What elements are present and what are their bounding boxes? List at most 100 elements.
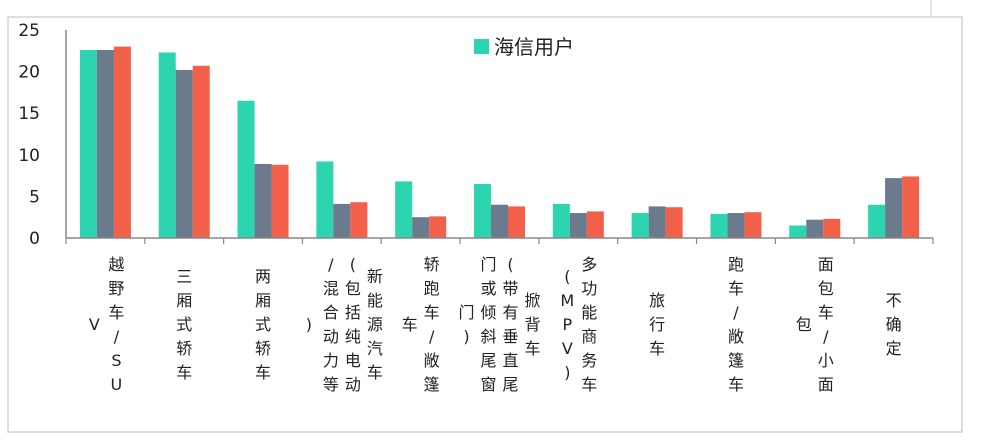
bar-series-3 (271, 164, 289, 238)
bar-series-3 (508, 206, 525, 238)
category-label: 跑车/敞篷车 (728, 255, 744, 394)
bar-series-3 (744, 212, 762, 238)
category-label-char: ) (463, 327, 469, 346)
category-label-char: 行 (649, 315, 665, 334)
category-label-char: 有 (502, 303, 518, 322)
category-label-char: 篷 (728, 351, 744, 370)
bar-series-3 (113, 46, 131, 238)
category-label-char: 纯 (345, 327, 361, 346)
category-label-char: 混 (323, 279, 339, 298)
bar-series-3 (350, 202, 368, 238)
category-label-char: / (733, 303, 739, 322)
category-label-char: 门 (480, 255, 496, 274)
category-label-char: 旅 (649, 291, 665, 310)
category-label-char: 包 (345, 279, 361, 298)
bar-series-1 (316, 161, 334, 238)
category-label-char: 两 (255, 267, 271, 286)
category-label-char: 越 (108, 255, 124, 274)
category-label-char: 包 (818, 279, 834, 298)
category-labels: 越野车/SUV三厢式轿车两厢式轿车新能源汽车(包括纯电动/混合动力等)轿跑车/敞… (89, 255, 902, 394)
category-label-char: ( (350, 255, 356, 274)
category-label-char: 轿 (424, 255, 440, 274)
bar-series-2 (254, 163, 272, 238)
category-label-char: / (429, 327, 435, 346)
category-label-char: ( (507, 255, 513, 274)
bar-series-2 (885, 178, 903, 238)
category-label-char: 厢 (176, 291, 192, 310)
category-label-char: 面 (818, 255, 834, 274)
category-label: 轿跑车 / 敞篷 车 (402, 255, 440, 394)
category-label-char: 式 (255, 315, 271, 334)
category-label-char: 务 (581, 351, 597, 370)
category-label-char: 篷 (424, 375, 440, 394)
category-label-char: M (560, 291, 574, 310)
bar-series-2 (491, 204, 508, 238)
category-label-char: 掀 (524, 291, 540, 310)
category-label-char: 确 (886, 315, 902, 334)
category-label-char: 动 (345, 375, 361, 394)
category-label-char: 源 (367, 315, 383, 334)
category-label-char: 车 (728, 375, 744, 394)
category-label-char: 商 (581, 327, 597, 346)
bar-series-1 (237, 100, 255, 238)
bar-series-1 (868, 204, 886, 238)
y-tick-label: 10 (18, 146, 40, 166)
category-label-char: 车 (524, 339, 540, 358)
category-label-char: 小 (818, 351, 834, 370)
category-label-char: 门 (458, 303, 474, 322)
category-label-char: 括 (345, 303, 361, 322)
legend: 海信用户 (474, 35, 574, 59)
category-label-char: 带 (502, 279, 518, 298)
bar-series-2 (569, 213, 587, 238)
category-label-char: 车 (424, 303, 440, 322)
category-label: 旅行车 (649, 291, 665, 358)
category-label-char: 车 (108, 303, 124, 322)
category-label-char: ) (564, 363, 570, 382)
y-tick-label: 5 (29, 187, 40, 207)
y-tick-label: 0 (29, 229, 40, 249)
category-label-char: / (114, 327, 120, 346)
bar-series-2 (175, 69, 193, 238)
bar-series-1 (79, 49, 97, 238)
bar-series-1 (158, 52, 176, 238)
category-label-char: ) (306, 315, 312, 334)
category-label-char: 车 (367, 363, 383, 382)
category-label-char: 能 (367, 291, 383, 310)
bar-series-1 (395, 181, 413, 238)
category-label-char: 直 (502, 351, 518, 370)
y-tick-label: 20 (18, 63, 40, 83)
bar-series-3 (586, 211, 604, 238)
category-label-char: 车 (581, 375, 597, 394)
y-tick-labels: 0 5 10 15 20 25 (18, 21, 40, 249)
category-label-char: 厢 (255, 291, 271, 310)
category-label-char: 包 (796, 315, 812, 334)
category-label-char: 车 (818, 303, 834, 322)
bar-series-2 (806, 219, 824, 238)
category-label-char: 力 (323, 351, 339, 370)
category-label-char: 车 (649, 339, 665, 358)
category-label-char: 面 (818, 375, 834, 394)
category-label-char: 多 (581, 255, 597, 274)
category-label-char: 电 (345, 351, 361, 370)
category-label-char: 尾 (502, 375, 518, 394)
bar-series-2 (96, 49, 114, 238)
category-label-char: / (823, 327, 829, 346)
bar-series-2 (648, 206, 666, 238)
category-label-char: 不 (886, 291, 902, 310)
category-label-char: 车 (402, 315, 418, 334)
category-label-char: 窗 (480, 375, 496, 394)
category-label-char: 轿 (255, 339, 271, 358)
bar-series-1 (631, 213, 649, 238)
category-label-char: 轿 (176, 339, 192, 358)
bar-series-3 (823, 218, 841, 238)
category-label: 面包车/小面包 (796, 255, 834, 394)
legend-label: 海信用户 (494, 35, 574, 59)
category-label-char: 倾 (480, 303, 496, 322)
category-label-char: 新 (367, 267, 383, 286)
category-label-char: V (89, 315, 100, 334)
